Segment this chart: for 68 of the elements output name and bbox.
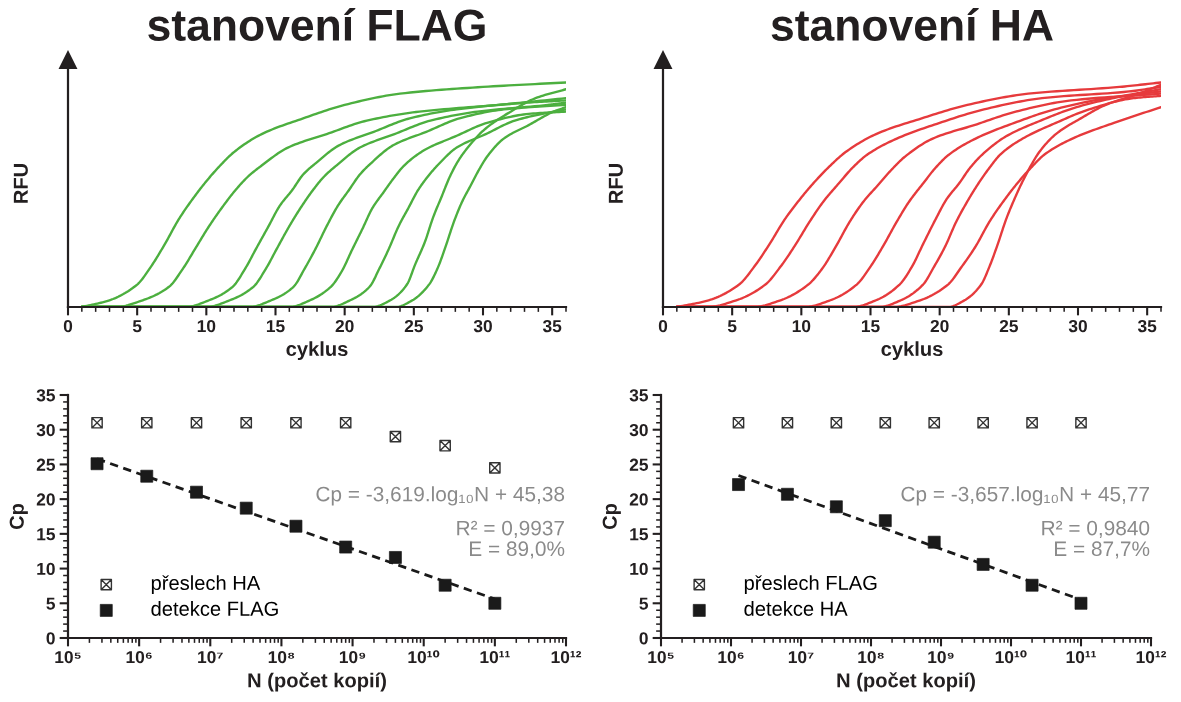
y-tick-label: 25 <box>36 458 56 471</box>
legend-label: detekce HA <box>744 601 848 616</box>
x-tick-label: 10¹⁰ <box>995 650 1027 664</box>
x-axis-title: N (počet kopií) <box>837 672 975 692</box>
y-tick-label: 35 <box>36 389 56 402</box>
y-axis-title: Cp <box>9 503 28 530</box>
x-tick-label: 10¹⁰ <box>408 650 440 664</box>
x-axis-title: N (počet kopií) <box>248 672 386 692</box>
x-tick-label: 10⁹ <box>928 650 954 664</box>
x-tick-label: 10 <box>792 319 811 333</box>
chart-title: stanovení HA <box>771 7 1053 41</box>
annotation: E = 87,7% <box>1055 541 1150 559</box>
y-tick-label: 25 <box>629 458 649 471</box>
x-tick-label: 5 <box>132 320 142 333</box>
x-tick-label: 35 <box>542 319 562 333</box>
y-tick-label: 15 <box>37 528 56 541</box>
x-axis-title: cyklus <box>881 341 943 361</box>
x-tick-label: 10⁸ <box>858 650 884 664</box>
x-tick-label: 10⁵ <box>648 650 674 664</box>
y-tick-label: 5 <box>639 597 649 610</box>
y-tick-label: 10 <box>37 562 55 576</box>
x-tick-label: 10 <box>197 319 216 333</box>
y-tick-label: 0 <box>639 632 648 645</box>
x-axis-title: cyklus <box>286 341 348 361</box>
x-tick-label: 10⁷ <box>788 650 814 664</box>
y-tick-label: 5 <box>46 597 56 610</box>
y-tick-label: 10 <box>630 562 648 576</box>
x-tick-label: 20 <box>335 319 354 333</box>
x-tick-label: 10¹¹ <box>1066 650 1096 664</box>
x-tick-label: 30 <box>1068 319 1087 333</box>
x-tick-label: 25 <box>404 319 424 333</box>
chart-title: stanovení FLAG <box>148 7 485 41</box>
x-tick-label: 0 <box>63 319 73 333</box>
x-tick-label: 15 <box>861 320 880 333</box>
legend-label: přeslech FLAG <box>744 575 877 595</box>
x-tick-label: 35 <box>1137 319 1157 333</box>
y-tick-label: 15 <box>630 528 649 541</box>
y-axis-title: RFU <box>13 164 28 203</box>
legend-label: přeslech HA <box>151 575 261 595</box>
y-tick-label: 0 <box>46 632 55 645</box>
x-tick-label: 10⁹ <box>339 650 366 664</box>
x-tick-label: 0 <box>658 319 668 333</box>
x-tick-label: 10⁸ <box>268 650 295 664</box>
x-tick-label: 10⁵ <box>55 650 81 664</box>
y-axis-title: RFU <box>608 164 623 203</box>
x-tick-label: 10¹¹ <box>480 650 510 664</box>
annotation: E = 89,0% <box>470 541 565 559</box>
y-tick-label: 20 <box>629 493 648 506</box>
x-tick-label: 15 <box>266 320 285 333</box>
x-tick-label: 5 <box>727 320 737 333</box>
y-tick-label: 30 <box>36 423 55 437</box>
annotation: R² = 0,9937 <box>457 520 564 538</box>
x-tick-label: 10¹² <box>551 650 582 664</box>
annotation: R² = 0,9840 <box>1042 520 1150 538</box>
y-axis-title: Cp <box>602 503 621 530</box>
legend-label: detekce FLAG <box>151 601 278 616</box>
annotation: Cp = -3,619.log₁₀N + 45,38 <box>316 486 565 506</box>
x-tick-label: 20 <box>930 319 949 333</box>
annotation: Cp = -3,657.log₁₀N + 45,77 <box>901 486 1149 506</box>
y-tick-label: 20 <box>36 493 55 506</box>
x-tick-label: 10⁷ <box>198 650 223 664</box>
x-tick-label: 25 <box>999 319 1019 333</box>
y-tick-label: 35 <box>629 389 649 402</box>
x-tick-label: 10⁶ <box>718 650 744 664</box>
y-tick-label: 30 <box>629 423 648 437</box>
x-tick-label: 10¹² <box>1136 650 1167 664</box>
x-tick-label: 10⁶ <box>126 650 152 664</box>
x-tick-label: 30 <box>473 319 492 333</box>
